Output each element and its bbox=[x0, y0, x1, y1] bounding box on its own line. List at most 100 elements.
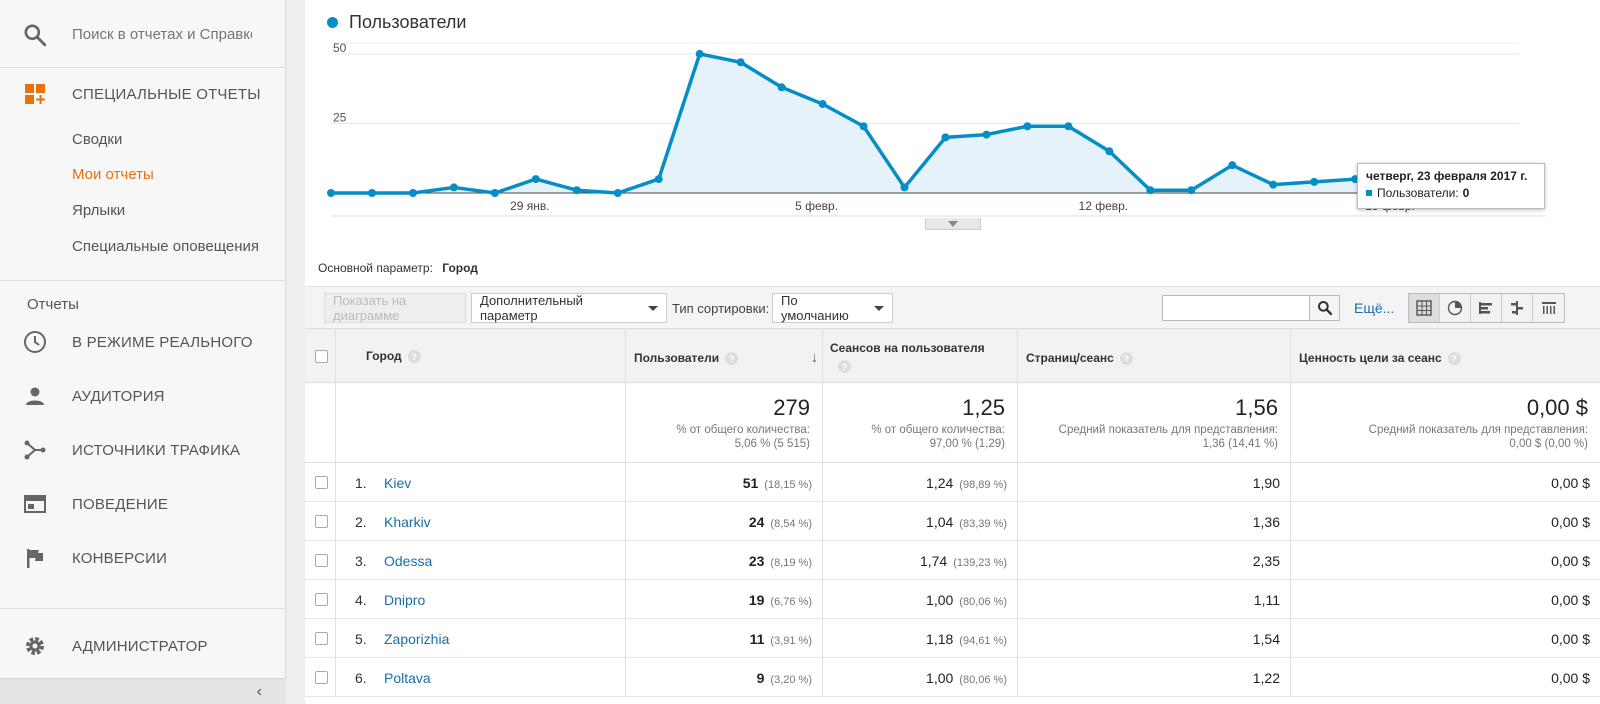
header-city[interactable]: Город? bbox=[336, 329, 626, 382]
table-view-button[interactable] bbox=[1409, 294, 1440, 322]
row-select-cell bbox=[305, 541, 336, 579]
users-value: 51 (18,15 %) bbox=[743, 475, 812, 491]
search-icon[interactable] bbox=[22, 22, 48, 48]
row-index: 1. bbox=[355, 475, 367, 491]
row-checkbox[interactable] bbox=[315, 632, 328, 645]
help-icon[interactable]: ? bbox=[407, 350, 421, 364]
chevron-left-icon[interactable]: ‹ bbox=[256, 683, 262, 700]
data-point bbox=[613, 189, 622, 197]
secondary-dimension-dropdown[interactable]: Дополнительный параметр bbox=[471, 293, 667, 323]
sidebar-item-label: КОНВЕРСИИ bbox=[72, 549, 168, 567]
total-sub2: 0,00 $ (0,00 %) bbox=[1509, 438, 1588, 450]
spu-value: 1,00 (80,06 %) bbox=[926, 592, 1007, 608]
pps-value: 2,35 bbox=[1252, 553, 1280, 569]
data-point bbox=[1187, 186, 1196, 195]
goal-value: 0,00 $ bbox=[1551, 592, 1590, 608]
row-checkbox[interactable] bbox=[315, 554, 328, 567]
help-icon[interactable]: ? bbox=[838, 360, 851, 374]
city-link[interactable]: Kharkiv bbox=[384, 514, 431, 530]
total-value: 0,00 $ bbox=[1526, 395, 1588, 420]
comparison-icon bbox=[1511, 301, 1523, 315]
header-label: Сеансов на пользователя? bbox=[830, 339, 985, 375]
performance-view-button[interactable] bbox=[1471, 294, 1502, 322]
legend-dot bbox=[327, 17, 338, 28]
row-index: 2. bbox=[355, 514, 367, 530]
city-link[interactable]: Poltava bbox=[384, 670, 431, 686]
sidebar-subitem-my-reports[interactable]: Мои отчеты bbox=[72, 166, 154, 183]
header-sessions-per-user[interactable]: Сеансов на пользователя? bbox=[823, 329, 1018, 382]
chart-tooltip: четверг, 23 февраля 2017 г. Пользователи… bbox=[1357, 163, 1545, 209]
plot-rows-button[interactable]: Показать на диаграмме bbox=[324, 293, 466, 323]
chart-collapse-toggle[interactable] bbox=[925, 218, 981, 230]
sidebar-item-admin[interactable]: АДМИНИСТРАТОР bbox=[0, 626, 286, 666]
city-link[interactable]: Odessa bbox=[384, 553, 433, 569]
row-checkbox[interactable] bbox=[315, 476, 328, 489]
sidebar-subitem-custom-alerts[interactable]: Специальные оповещения bbox=[72, 238, 260, 255]
sidebar: СПЕЦИАЛЬНЫЕ ОТЧЕТЫ Сводки Мои отчеты Ярл… bbox=[0, 0, 286, 704]
data-point bbox=[367, 189, 376, 197]
comparison-view-button[interactable] bbox=[1502, 294, 1533, 322]
totals-blank bbox=[336, 383, 626, 462]
help-icon[interactable]: ? bbox=[1119, 352, 1133, 366]
totals-blank bbox=[305, 383, 336, 462]
data-point bbox=[859, 122, 868, 131]
flag-icon bbox=[22, 545, 48, 571]
row-checkbox[interactable] bbox=[315, 671, 328, 684]
data-point bbox=[531, 175, 540, 184]
sidebar-item-realtime[interactable]: В РЕЖИМЕ РЕАЛЬНОГО bbox=[0, 322, 286, 362]
pps-cell: 1,54 bbox=[1018, 619, 1291, 657]
sidebar-collapse-bar[interactable]: ‹ bbox=[0, 678, 286, 704]
sort-descending-icon[interactable]: ↓ bbox=[811, 349, 818, 365]
row-select-cell bbox=[305, 619, 336, 657]
row-checkbox[interactable] bbox=[315, 593, 328, 606]
users-percent: (18,15 %) bbox=[764, 479, 812, 491]
sidebar-item-behavior[interactable]: ПОВЕДЕНИЕ bbox=[0, 484, 286, 524]
select-all-checkbox[interactable] bbox=[315, 350, 328, 363]
sidebar-subitem-shortcuts[interactable]: Ярлыки bbox=[72, 202, 126, 219]
pie-view-button[interactable] bbox=[1440, 294, 1471, 322]
tooltip-label: Пользователи: bbox=[1377, 186, 1459, 200]
help-icon[interactable]: ? bbox=[725, 352, 739, 366]
goal-value-cell: 0,00 $ bbox=[1291, 502, 1600, 540]
tooltip-title: четверг, 23 февраля 2017 г. bbox=[1366, 169, 1528, 183]
sidebar-item-label: ИСТОЧНИКИ ТРАФИКА bbox=[72, 441, 241, 459]
tooltip-row: Пользователи: 0 bbox=[1366, 186, 1536, 200]
data-point bbox=[490, 189, 499, 197]
sidebar-item-acquisition[interactable]: ИСТОЧНИКИ ТРАФИКА bbox=[0, 430, 286, 470]
goal-value-cell: 0,00 $ bbox=[1291, 580, 1600, 618]
sidebar-item-audience[interactable]: АУДИТОРИЯ bbox=[0, 376, 286, 416]
table-search-button[interactable] bbox=[1310, 295, 1340, 321]
sidebar-subitem-summaries[interactable]: Сводки bbox=[72, 131, 123, 148]
goal-value-cell: 0,00 $ bbox=[1291, 463, 1600, 501]
series-area bbox=[331, 53, 1519, 194]
header-text: Пользователи bbox=[634, 351, 720, 365]
header-pages-per-session[interactable]: Страниц/сеанс? bbox=[1018, 329, 1291, 382]
spu-cell: 1,18 (94,61 %) bbox=[823, 619, 1018, 657]
row-checkbox[interactable] bbox=[315, 515, 328, 528]
total-sub2: 1,36 (14,41 %) bbox=[1202, 438, 1278, 450]
city-link[interactable]: Zaporizhia bbox=[384, 631, 450, 647]
help-icon[interactable]: ? bbox=[1447, 352, 1461, 366]
pivot-view-button[interactable] bbox=[1533, 294, 1564, 322]
header-goal-value[interactable]: Ценность цели за сеанс? bbox=[1291, 329, 1600, 382]
header-users[interactable]: Пользователи? ↓ bbox=[626, 329, 823, 382]
table-search-input[interactable] bbox=[1162, 295, 1310, 321]
city-link[interactable]: Dnipro bbox=[384, 592, 426, 608]
reports-section-label: Отчеты bbox=[27, 296, 79, 313]
total-users: 279 % от общего количества: 5,06 % (5 515) bbox=[626, 383, 823, 462]
pps-value: 1,54 bbox=[1252, 631, 1280, 647]
advanced-filter-link[interactable]: Ещё... bbox=[1354, 300, 1395, 316]
goal-value: 0,00 $ bbox=[1551, 514, 1590, 530]
city-link[interactable]: Kiev bbox=[384, 475, 412, 491]
chart-legend: Пользователи bbox=[327, 12, 466, 33]
data-point bbox=[1064, 122, 1073, 131]
sort-type-dropdown[interactable]: По умолчанию bbox=[772, 293, 893, 323]
browser-window-icon bbox=[22, 491, 48, 517]
primary-dimension-value[interactable]: Город bbox=[442, 261, 478, 275]
sidebar-item-special-reports[interactable]: СПЕЦИАЛЬНЫЕ ОТЧЕТЫ bbox=[0, 74, 286, 114]
sidebar-item-conversions[interactable]: КОНВЕРСИИ bbox=[0, 538, 286, 578]
search-input[interactable] bbox=[72, 22, 252, 46]
city-cell: 3. Odessa bbox=[336, 541, 626, 579]
